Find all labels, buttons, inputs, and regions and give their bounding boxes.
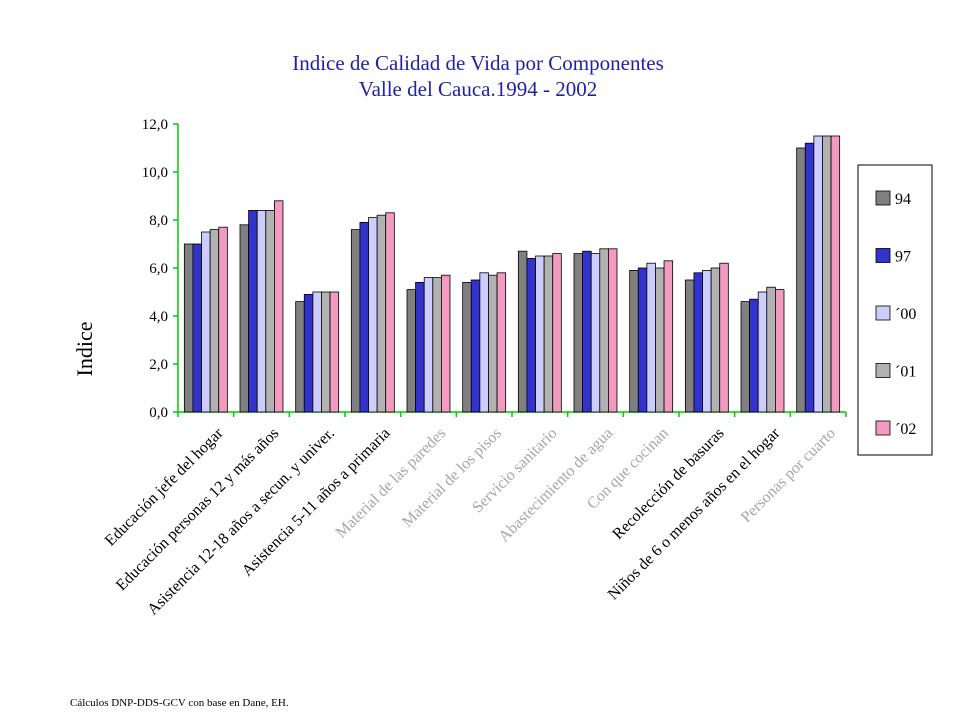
bar-00-2 [256, 209, 267, 413]
legend-swatch [875, 190, 891, 206]
legend-label: ´00 [895, 306, 916, 323]
bar-97-11 [749, 298, 759, 413]
bar-00-4 [368, 217, 378, 413]
legend-label: 94 [895, 191, 911, 208]
legend-swatch [875, 248, 891, 263]
bar-97-1 [192, 243, 202, 413]
bar-00-5 [423, 277, 434, 413]
bar-01-1 [209, 229, 220, 413]
bar-02-5 [440, 274, 451, 413]
bar-00-10 [702, 269, 712, 413]
x-tick-label: Recolección de basuras [609, 425, 727, 543]
bar-00-6 [479, 272, 489, 413]
bar-94-8 [573, 253, 584, 413]
bar-01-3 [321, 291, 331, 413]
bar-94-10 [684, 279, 695, 413]
chart-title-line-1: Indice de Calidad de Vida por Componente… [292, 51, 664, 75]
legend-label: 97 [895, 249, 911, 266]
bar-94-3 [295, 301, 305, 413]
legend-label: ´01 [895, 364, 916, 381]
bar-02-8 [608, 248, 618, 413]
bar-97-10 [693, 272, 703, 413]
chart-title: Indice de Calidad de Vida por Componente… [292, 51, 664, 101]
bar-97-4 [359, 221, 369, 413]
source-note: Cálculos DNP-DDS-GCV con base en Dane, E… [70, 697, 289, 709]
bar-00-7 [535, 255, 545, 413]
bar-02-2 [273, 200, 284, 413]
bar-97-2 [248, 209, 258, 413]
legend: 94 97 ´00 ´01 ´02 [857, 164, 933, 456]
legend-label: ´02 [895, 421, 916, 438]
bar-94-7 [517, 250, 528, 413]
y-tick-label: 2,0 [149, 357, 168, 373]
bar-01-2 [265, 209, 275, 413]
bar-94-9 [629, 269, 639, 413]
legend-swatch [875, 305, 891, 321]
bar-97-8 [582, 250, 592, 413]
y-tick-label: 6,0 [149, 261, 168, 277]
bar-00-9 [646, 262, 656, 413]
legend-box [857, 164, 933, 456]
y-tick-label: 8,0 [149, 213, 168, 229]
bar-02-3 [329, 291, 340, 413]
bar-02-4 [385, 212, 395, 413]
bar-00-3 [312, 291, 322, 413]
y-tick-label: 4,0 [149, 309, 168, 325]
bar-02-12 [830, 135, 841, 413]
chart-title-line-2: Valle del Cauca.1994 - 2002 [359, 77, 598, 101]
bar-00-12 [813, 135, 823, 413]
bar-97-12 [804, 142, 815, 413]
bar-94-11 [740, 301, 751, 413]
bar-01-6 [488, 274, 498, 413]
x-tick-label: Material de las paredes [333, 425, 450, 542]
bar-00-11 [757, 291, 768, 413]
bar-97-9 [637, 267, 648, 413]
bar-01-9 [655, 267, 665, 413]
bar-97-5 [415, 281, 425, 413]
x-tick-label: Personas por cuarto [738, 425, 839, 526]
bar-02-10 [719, 262, 729, 413]
bar-94-5 [406, 289, 417, 413]
bar-94-1 [183, 243, 194, 413]
bar-01-4 [376, 214, 387, 413]
y-tick-label: 10,0 [142, 165, 168, 181]
legend-swatch [875, 420, 891, 436]
bar-01-5 [432, 277, 442, 413]
bar-94-2 [239, 224, 250, 413]
bar-02-9 [663, 260, 674, 413]
y-tick-label: 0,0 [149, 405, 168, 421]
bar-94-6 [462, 281, 472, 413]
bar-00-1 [201, 231, 211, 413]
bar-02-11 [775, 289, 785, 413]
bar-01-10 [710, 267, 721, 413]
bar-94-4 [350, 229, 361, 413]
bar-01-8 [599, 248, 609, 413]
bar-02-1 [218, 226, 228, 413]
bar-97-3 [303, 293, 314, 413]
legend-swatch [875, 363, 891, 378]
x-tick-label: Abastecimiento de agua [496, 425, 617, 546]
bar-97-6 [470, 279, 481, 413]
bar-02-7 [552, 253, 562, 413]
y-axis-label: Indice [72, 322, 97, 377]
x-tick-label: Material de los pisos [399, 425, 505, 531]
bar-01-11 [766, 286, 776, 413]
y-tick-label: 12,0 [142, 117, 168, 133]
bar-00-8 [590, 253, 601, 413]
bar-02-6 [496, 272, 507, 413]
bar-01-7 [543, 255, 554, 413]
bar-01-12 [822, 135, 832, 413]
bar-94-12 [796, 147, 806, 413]
bar-97-7 [526, 257, 536, 413]
